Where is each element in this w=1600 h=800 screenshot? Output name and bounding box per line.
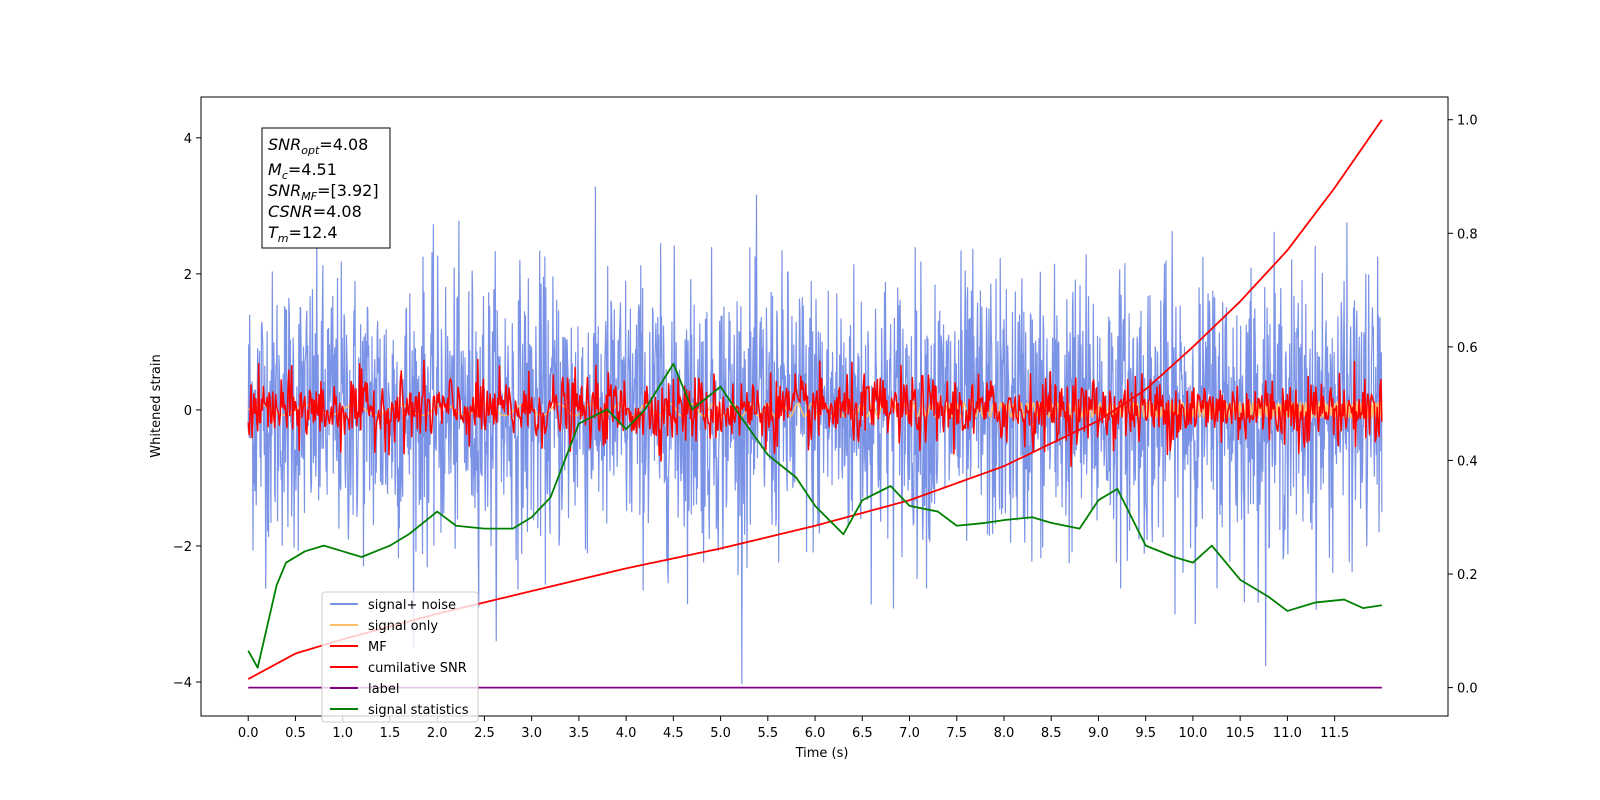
x-tick-label: 7.0: [899, 726, 920, 741]
legend-label: label: [368, 682, 399, 697]
y-tick-label-right: 0.4: [1457, 454, 1478, 469]
x-tick-label: 3.5: [569, 726, 590, 741]
legend: signal+ noise signal only MF cumilative SNR…: [321, 591, 479, 723]
y-tick-label-left: −2: [173, 540, 192, 555]
y-tick-label-right: 0.2: [1457, 568, 1478, 583]
x-tick-label: 2.5: [474, 726, 495, 741]
x-tick-label: 4.0: [616, 726, 637, 741]
metrics-annotation-box: SNRopt=4.08 Mc=4.51 SNRMF=[3.92] CSNR=4.…: [261, 127, 391, 249]
y-tick-label-left: 4: [184, 132, 192, 147]
mc-text: Mc=4.51: [268, 160, 337, 182]
x-tick-label: 0.5: [285, 726, 306, 741]
x-tick-label: 8.0: [994, 726, 1015, 741]
legend-label: cumilative SNR: [368, 661, 467, 676]
y-tick-label-left: 0: [184, 404, 192, 419]
x-tick-label: 9.0: [1088, 726, 1109, 741]
x-tick-label: 5.5: [757, 726, 778, 741]
x-tick-label: 1.5: [380, 726, 401, 741]
y-axis-label: Whitened strain: [149, 354, 164, 457]
signal-noise-line: [247, 186, 1383, 685]
y-tick-label-right: 1.0: [1457, 114, 1478, 129]
x-tick-label: 5.0: [710, 726, 731, 741]
legend-frame: [321, 591, 479, 723]
x-tick-label: 10.5: [1226, 726, 1255, 741]
x-tick-label: 11.0: [1273, 726, 1302, 741]
x-tick-label: 4.5: [663, 726, 684, 741]
x-tick-label: 7.5: [946, 726, 967, 741]
x-tick-label: 11.5: [1320, 726, 1349, 741]
legend-label: signal+ noise: [368, 598, 456, 613]
x-axis-label: Time (s): [795, 746, 849, 761]
x-tick-label: 3.0: [521, 726, 542, 741]
y-tick-label-right: 0.6: [1457, 341, 1478, 356]
x-tick-label: 2.0: [427, 726, 448, 741]
csnr-text: CSNR=4.08: [268, 202, 362, 221]
snr-opt-text: SNRopt=4.08: [268, 135, 368, 157]
x-tick-label: 9.5: [1135, 726, 1156, 741]
x-axis: 0.0 0.5 1.0 1.5 2.0 2.5 3.0 3.5 4.0 4.5 5.0 5.5 6.0 6…: [238, 716, 1349, 741]
y-tick-label-left: 2: [184, 268, 192, 283]
x-tick-label: 8.5: [1041, 726, 1062, 741]
x-tick-label: 6.5: [852, 726, 873, 741]
mf-line: [247, 358, 1383, 468]
x-tick-label: 0.0: [238, 726, 259, 741]
legend-label: signal statistics: [368, 703, 469, 718]
y-axis-right: 1.0 0.8 0.6 0.4 0.2 0.0: [1448, 114, 1478, 697]
signal-statistics-line: [247, 363, 1383, 669]
snr-mf-text: SNRMF=[3.92]: [268, 181, 379, 203]
y-tick-label-left: −4: [173, 676, 192, 691]
x-tick-label: 10.0: [1178, 726, 1207, 741]
legend-label: signal only: [368, 619, 438, 634]
y-tick-label-right: 0.8: [1457, 227, 1478, 242]
y-tick-label-right: 0.0: [1457, 682, 1478, 697]
legend-label: MF: [368, 640, 387, 655]
x-tick-label: 6.0: [805, 726, 826, 741]
x-tick-label: 1.0: [332, 726, 353, 741]
y-axis-left: 4 2 0 −2 −4: [173, 132, 201, 691]
plot-frame: [200, 96, 1449, 717]
tm-text: Tm=12.4: [268, 223, 338, 245]
